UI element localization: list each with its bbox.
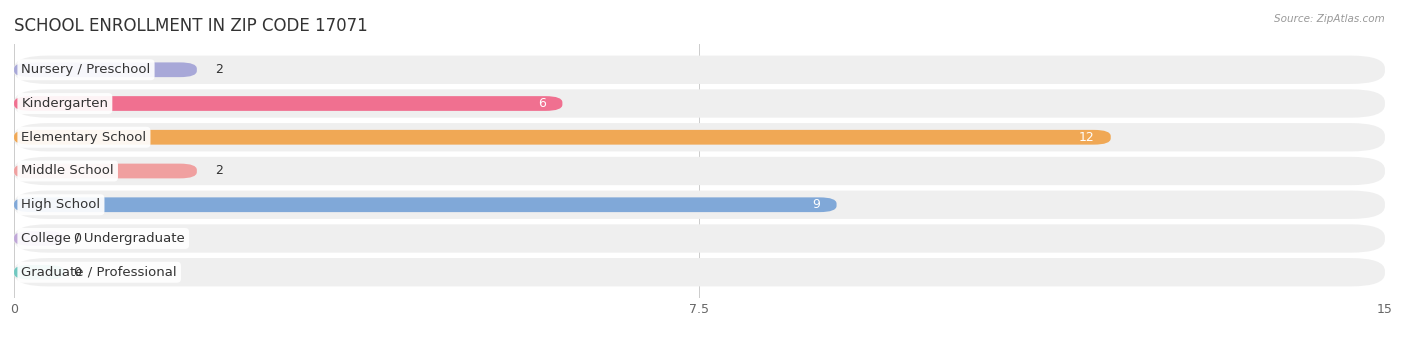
FancyBboxPatch shape [14, 130, 1111, 145]
Text: SCHOOL ENROLLMENT IN ZIP CODE 17071: SCHOOL ENROLLMENT IN ZIP CODE 17071 [14, 16, 368, 35]
Text: Nursery / Preschool: Nursery / Preschool [21, 63, 150, 76]
Text: 0: 0 [73, 266, 82, 279]
Text: 0: 0 [73, 232, 82, 245]
Text: Graduate / Professional: Graduate / Professional [21, 266, 177, 279]
FancyBboxPatch shape [14, 197, 837, 212]
Text: Middle School: Middle School [21, 165, 114, 177]
FancyBboxPatch shape [14, 163, 197, 179]
FancyBboxPatch shape [14, 56, 1385, 84]
Text: Source: ZipAtlas.com: Source: ZipAtlas.com [1274, 14, 1385, 24]
FancyBboxPatch shape [14, 265, 65, 280]
Text: High School: High School [21, 198, 100, 211]
FancyBboxPatch shape [14, 62, 197, 77]
Text: 12: 12 [1078, 131, 1094, 144]
Text: 9: 9 [813, 198, 820, 211]
Text: Kindergarten: Kindergarten [21, 97, 108, 110]
Text: Elementary School: Elementary School [21, 131, 146, 144]
Text: 2: 2 [215, 63, 224, 76]
Text: 6: 6 [538, 97, 546, 110]
FancyBboxPatch shape [14, 89, 1385, 118]
FancyBboxPatch shape [14, 231, 65, 246]
FancyBboxPatch shape [14, 224, 1385, 253]
FancyBboxPatch shape [14, 96, 562, 111]
FancyBboxPatch shape [14, 157, 1385, 185]
FancyBboxPatch shape [14, 190, 1385, 219]
Text: 2: 2 [215, 165, 224, 177]
Text: College / Undergraduate: College / Undergraduate [21, 232, 186, 245]
FancyBboxPatch shape [14, 258, 1385, 286]
FancyBboxPatch shape [14, 123, 1385, 152]
